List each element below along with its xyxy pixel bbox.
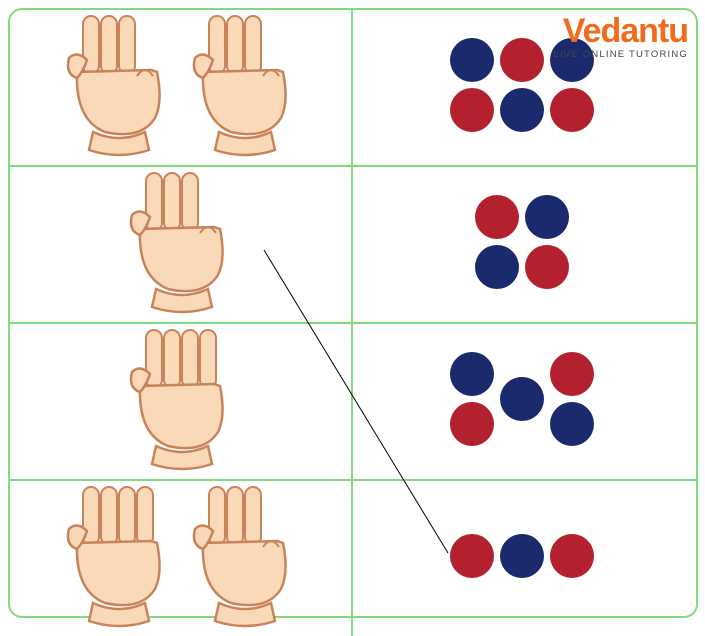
hands-group: [63, 10, 299, 165]
dot-group: [447, 531, 603, 587]
brand-tagline: LIVE ONLINE TUTORING: [553, 49, 688, 60]
dots-cell[interactable]: [353, 481, 696, 636]
hand-icon: [126, 324, 236, 479]
hand-icon: [189, 481, 299, 636]
matching-grid: [8, 8, 698, 618]
hands-group: [63, 481, 299, 636]
hands-group: [126, 167, 236, 322]
hand-icon: [189, 10, 299, 165]
hand-icon: [63, 10, 173, 165]
brand-name: Vedantu: [553, 12, 688, 51]
dots-cell[interactable]: [353, 324, 696, 481]
hand-cell[interactable]: [10, 167, 353, 324]
hand-cell[interactable]: [10, 10, 353, 167]
dots-cell[interactable]: [353, 167, 696, 324]
dot-group: [472, 192, 578, 298]
hand-cell[interactable]: [10, 324, 353, 481]
brand-logo: Vedantu LIVE ONLINE TUTORING: [553, 12, 688, 60]
hands-group: [126, 324, 236, 479]
hand-icon: [126, 167, 236, 322]
hand-icon: [63, 481, 173, 636]
hand-cell[interactable]: [10, 481, 353, 636]
dot-group: [447, 349, 603, 455]
